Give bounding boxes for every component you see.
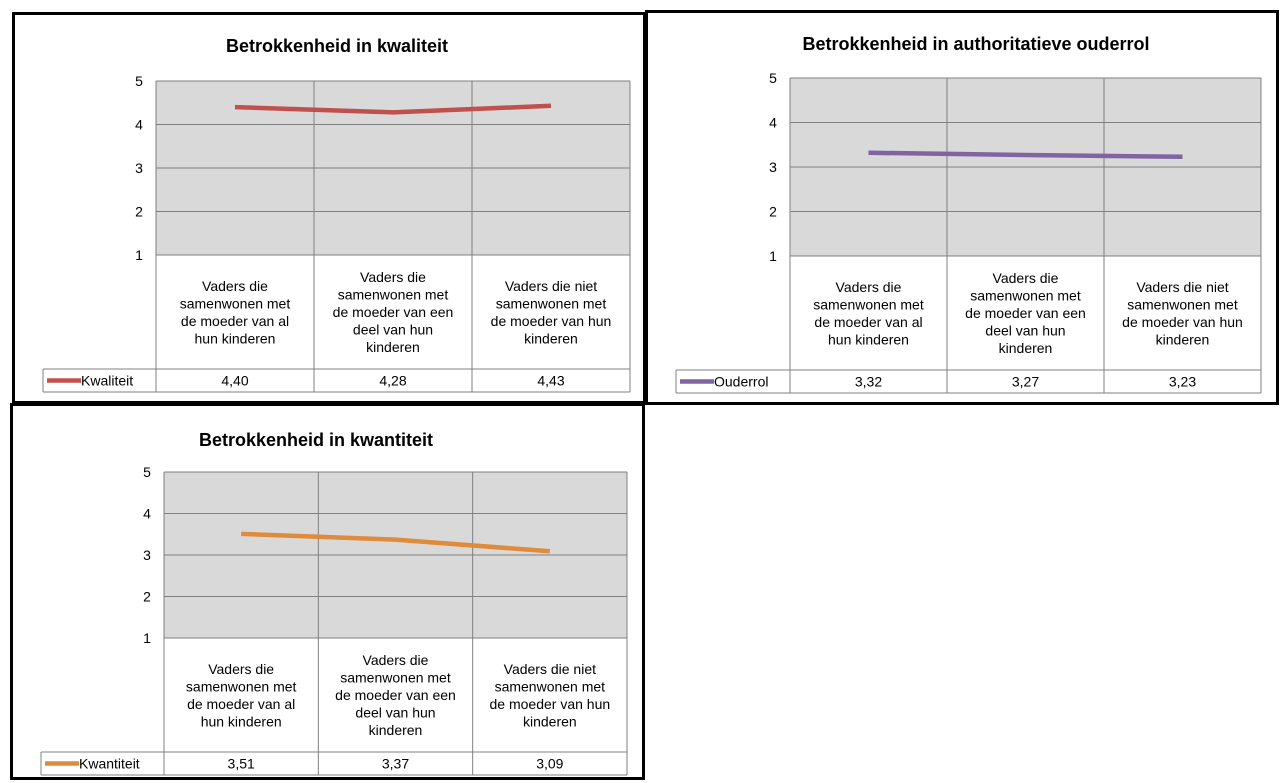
category-label-line: de moeder van hun — [1122, 314, 1243, 330]
chart-title: Betrokkenheid in authoritatieve ouderrol — [802, 34, 1149, 54]
category-label-line: Vaders die — [993, 270, 1059, 286]
category-label-line: de moeder van een — [333, 304, 454, 320]
category-label-line: samenwonen met — [496, 295, 607, 311]
category-label-line: de moeder van al — [187, 696, 295, 712]
category-label-line: Vaders die — [363, 652, 429, 668]
category-label-line: de moeder van al — [181, 313, 289, 329]
category-label-line: hun kinderen — [828, 331, 909, 347]
y-tick-label: 1 — [769, 248, 777, 264]
y-tick-label: 2 — [135, 204, 143, 220]
category-label-line: hun kinderen — [201, 713, 282, 729]
y-tick-label: 2 — [769, 204, 777, 220]
category-label-line: deel van hun — [355, 705, 435, 721]
chart-kwaliteit: Betrokkenheid in kwaliteit 1 2 3 4 5 Vaders di… — [15, 15, 649, 407]
category-label-line: hun kinderen — [195, 330, 276, 346]
category-label-line: samenwonen met — [180, 295, 291, 311]
legend-label: Ouderrol — [714, 374, 768, 390]
category-label-line: de moeder van een — [335, 687, 456, 703]
data-value-label: 3,27 — [1012, 374, 1039, 390]
y-tick-label: 5 — [135, 73, 143, 89]
category-label-line: de moeder van een — [965, 305, 1086, 321]
y-tick-label: 1 — [135, 247, 143, 263]
data-value-label: 3,37 — [382, 756, 409, 772]
chart-title: Betrokkenheid in kwantiteit — [199, 430, 433, 450]
data-value-label: 3,51 — [228, 756, 255, 772]
y-tick-label: 5 — [143, 464, 151, 480]
category-label-line: samenwonen met — [495, 678, 606, 694]
category-label-line: Vaders die niet — [1136, 279, 1228, 295]
y-tick-label: 2 — [143, 589, 151, 605]
data-value-label: 4,43 — [537, 373, 564, 389]
category-label-line: Vaders die — [208, 661, 274, 677]
data-value-label: 3,09 — [536, 756, 563, 772]
category-label-line: kinderen — [999, 340, 1053, 356]
y-tick-label: 1 — [143, 630, 151, 646]
chart-ouderrol: Betrokkenheid in authoritatieve ouderrol… — [648, 13, 1282, 408]
category-label-line: kinderen — [369, 722, 423, 738]
category-label-line: de moeder van hun — [490, 696, 611, 712]
data-value-label: 3,23 — [1169, 374, 1196, 390]
data-value-label: 4,28 — [379, 373, 406, 389]
category-label-line: samenwonen met — [813, 296, 924, 312]
chart-kwantiteit: Betrokkenheid in kwantiteit 1 2 3 4 5 Vaders d… — [13, 406, 648, 783]
y-tick-label: 4 — [143, 506, 151, 522]
category-label-line: de moeder van hun — [491, 313, 612, 329]
category-label-line: de moeder van al — [814, 314, 922, 330]
chart-panel-kwaliteit: Betrokkenheid in kwaliteit 1 2 3 4 5 Vaders di… — [12, 12, 646, 404]
y-tick-label: 4 — [135, 117, 143, 133]
category-label-line: kinderen — [1156, 331, 1210, 347]
chart-panel-ouderrol: Betrokkenheid in authoritatieve ouderrol… — [645, 10, 1279, 405]
y-tick-label: 3 — [143, 547, 151, 563]
category-label-line: kinderen — [366, 339, 420, 355]
legend-label: Kwaliteit — [81, 373, 133, 389]
category-label-line: deel van hun — [985, 323, 1065, 339]
chart-panel-kwantiteit: Betrokkenheid in kwantiteit 1 2 3 4 5 Vaders d… — [10, 403, 645, 780]
y-tick-label: 4 — [769, 115, 777, 131]
y-tick-label: 3 — [135, 160, 143, 176]
category-label-line: samenwonen met — [1127, 296, 1238, 312]
legend-label: Kwantiteit — [79, 756, 140, 772]
y-tick-label: 3 — [769, 159, 777, 175]
category-label-line: samenwonen met — [970, 288, 1081, 304]
y-tick-label: 5 — [769, 70, 777, 86]
category-label-line: deel van hun — [353, 322, 433, 338]
chart-title: Betrokkenheid in kwaliteit — [226, 36, 448, 56]
data-value-label: 4,40 — [221, 373, 248, 389]
category-label-line: Vaders die niet — [505, 278, 597, 294]
category-label-line: samenwonen met — [340, 670, 451, 686]
category-label-line: kinderen — [523, 713, 577, 729]
category-label-line: Vaders die — [202, 278, 268, 294]
category-label-line: Vaders die niet — [504, 661, 596, 677]
category-label-line: samenwonen met — [186, 678, 297, 694]
category-label-line: kinderen — [524, 330, 578, 346]
category-label-line: Vaders die — [836, 279, 902, 295]
category-label-line: Vaders die — [360, 269, 426, 285]
category-label-line: samenwonen met — [338, 287, 449, 303]
data-value-label: 3,32 — [855, 374, 882, 390]
